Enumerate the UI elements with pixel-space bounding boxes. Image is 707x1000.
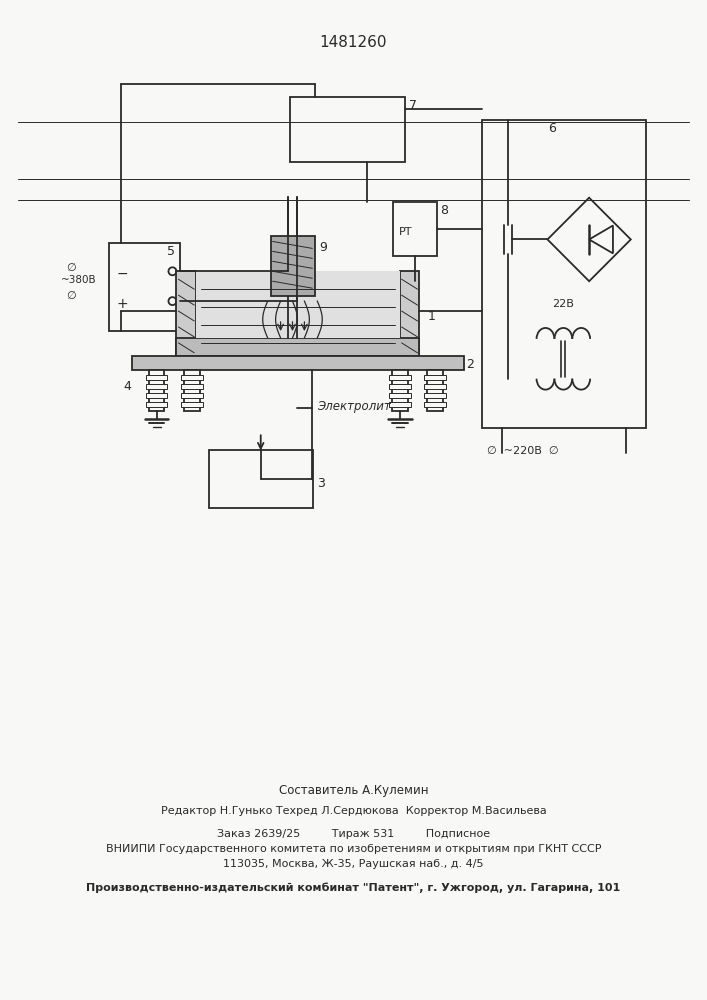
Bar (177, 338, 419, 356)
Bar (482, 120, 645, 428)
Text: 7: 7 (409, 99, 416, 112)
Bar (132, 356, 464, 370)
Bar (399, 271, 419, 356)
Bar (185, 370, 200, 411)
Bar (389, 375, 411, 380)
Bar (197, 271, 399, 338)
Bar (424, 375, 446, 380)
Bar (392, 202, 438, 256)
Text: Производственно-издательский комбинат "Патент", г. Ужгород, ул. Гагарина, 101: Производственно-издательский комбинат "П… (86, 883, 621, 893)
Text: 22В: 22В (552, 299, 574, 309)
Text: 3: 3 (317, 477, 325, 490)
Bar (177, 271, 197, 356)
Text: 8: 8 (440, 204, 448, 217)
Bar (148, 370, 165, 411)
Text: Заказ 2639/25         Тираж 531         Подписное: Заказ 2639/25 Тираж 531 Подписное (217, 829, 490, 839)
Bar (392, 370, 407, 411)
Bar (146, 393, 168, 398)
Text: 1481260: 1481260 (320, 35, 387, 50)
Text: 2: 2 (466, 358, 474, 371)
Text: 4: 4 (124, 380, 132, 393)
Bar (389, 402, 411, 407)
Bar (182, 375, 203, 380)
Bar (271, 236, 315, 296)
Text: −: − (117, 267, 129, 281)
Text: ВНИИПИ Государственного комитета по изобретениям и открытиям при ГКНТ СССР: ВНИИПИ Государственного комитета по изоб… (106, 844, 601, 854)
Text: +: + (117, 297, 129, 311)
Bar (209, 450, 313, 508)
Bar (291, 97, 404, 162)
Bar (146, 402, 168, 407)
Text: Электролит: Электролит (317, 400, 391, 413)
Bar (424, 384, 446, 389)
Bar (182, 402, 203, 407)
Text: Редактор Н.Гунько Техред Л.Сердюкова  Корректор М.Васильева: Редактор Н.Гунько Техред Л.Сердюкова Кор… (160, 806, 547, 816)
Text: 1: 1 (428, 310, 436, 323)
Text: 6: 6 (549, 122, 556, 135)
Text: 5: 5 (168, 245, 175, 258)
Bar (424, 393, 446, 398)
Text: ∅  ~220В  ∅: ∅ ~220В ∅ (487, 446, 559, 456)
Text: ∅: ∅ (66, 291, 76, 301)
Bar (146, 375, 168, 380)
Bar (109, 243, 180, 331)
Text: 113035, Москва, Ж-35, Раушская наб., д. 4/5: 113035, Москва, Ж-35, Раушская наб., д. … (223, 859, 484, 869)
Bar (182, 384, 203, 389)
Text: 9: 9 (320, 241, 327, 254)
Bar (424, 402, 446, 407)
Bar (389, 384, 411, 389)
Text: Составитель А.Кулемин: Составитель А.Кулемин (279, 784, 428, 797)
Bar (428, 370, 443, 411)
Text: ∅: ∅ (66, 263, 76, 273)
Text: ~380В: ~380В (62, 275, 97, 285)
Bar (146, 384, 168, 389)
Bar (182, 393, 203, 398)
Bar (389, 393, 411, 398)
Text: РТ: РТ (399, 227, 412, 237)
